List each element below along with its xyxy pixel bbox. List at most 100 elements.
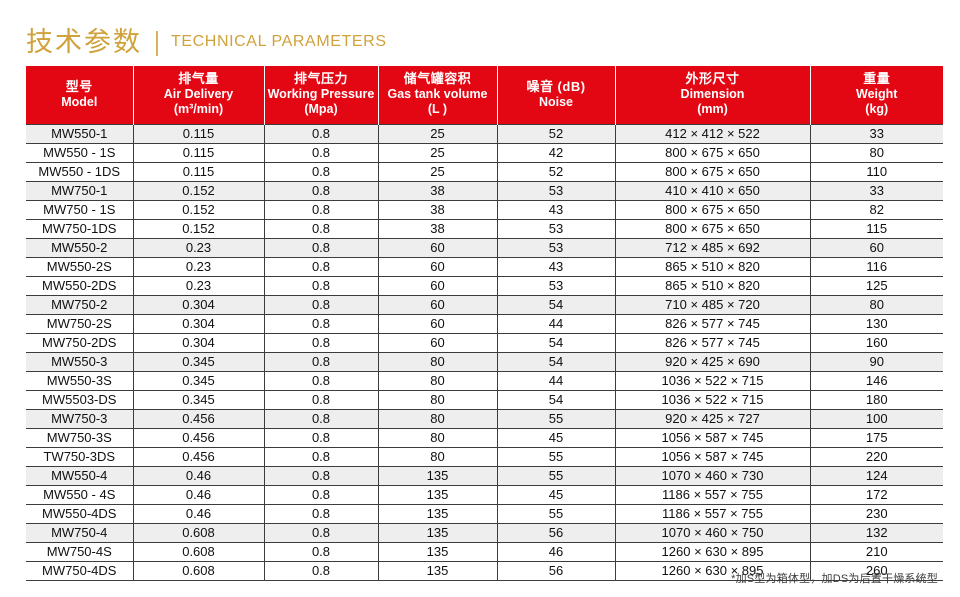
cell-model: MW550-2 [26,237,133,257]
cell-gas-tank-volume: 60 [377,332,497,352]
cell-weight: 82 [809,199,943,219]
cell-weight: 130 [809,313,943,333]
col-header-dimension-unit: (mm) [697,102,728,117]
table-row: TW750-3DS 0.456 0.8 80 55 1056 × 587 × 745 220 [26,446,943,466]
cell-gas-tank-volume: 60 [377,294,497,314]
cell-air-delivery: 0.456 [132,427,264,447]
cell-noise: 52 [496,123,615,143]
cell-weight: 172 [809,484,943,504]
cell-model: MW550 - 1DS [26,161,133,181]
cell-gas-tank-volume: 38 [377,180,497,200]
cell-noise: 45 [496,484,615,504]
cell-working-pressure: 0.8 [263,370,378,390]
cell-model: MW550-2DS [26,275,133,295]
cell-working-pressure: 0.8 [263,275,378,295]
cell-dimension: 865 × 510 × 820 [614,275,810,295]
table-row: MW750-4S 0.608 0.8 135 46 1260 × 630 × 895 210 [26,541,943,561]
cell-weight: 90 [809,351,943,371]
cell-weight: 180 [809,389,943,409]
cell-noise: 54 [496,294,615,314]
table-row: MW750-2S 0.304 0.8 60 44 826 × 577 × 745 130 [26,313,943,333]
cell-noise: 43 [496,256,615,276]
cell-dimension: 1036 × 522 × 715 [614,389,810,409]
cell-weight: 260 [809,560,943,581]
page-title: 技术参数 TECHNICAL PARAMETERS [26,22,387,62]
cell-model: MW750-2 [26,294,133,314]
col-header-air-delivery-unit: (m³/min) [173,102,224,117]
table-row: MW550-2DS 0.23 0.8 60 53 865 × 510 × 820 125 [26,275,943,295]
cell-dimension: 865 × 510 × 820 [614,256,810,276]
table-row: MW550-3 0.345 0.8 80 54 920 × 425 × 690 90 [26,351,943,371]
col-header-model: 型号 Model [26,66,134,124]
cell-model: MW550 - 1S [26,142,133,162]
cell-working-pressure: 0.8 [263,218,378,238]
col-header-working-pressure-unit: (Mpa) [304,102,338,117]
cell-model: MW750 - 1S [26,199,133,219]
cell-weight: 115 [809,218,943,238]
cell-working-pressure: 0.8 [263,427,378,447]
cell-weight: 110 [809,161,943,181]
cell-working-pressure: 0.8 [263,484,378,504]
col-header-weight-unit: (kg) [865,102,889,117]
cell-noise: 55 [496,465,615,485]
cell-dimension: 1260 × 630 × 895 [614,560,810,581]
cell-gas-tank-volume: 135 [377,465,497,485]
table-body: MW550-1 0.115 0.8 25 52 412 × 412 × 522 33 MW55… [26,123,943,581]
cell-air-delivery: 0.456 [132,408,264,428]
cell-dimension: 712 × 485 × 692 [614,237,810,257]
col-header-noise-en: Noise [538,94,574,109]
cell-noise: 52 [496,161,615,181]
cell-model: MW550-2S [26,256,133,276]
cell-weight: 60 [809,237,943,257]
cell-gas-tank-volume: 135 [377,484,497,504]
cell-weight: 33 [809,180,943,200]
cell-noise: 46 [496,541,615,561]
col-header-dimension: 外形尺寸 Dimension (mm) [614,66,811,124]
page-title-en: TECHNICAL PARAMETERS [171,33,387,50]
cell-dimension: 920 × 425 × 727 [614,408,810,428]
cell-noise: 55 [496,503,615,523]
cell-air-delivery: 0.115 [132,142,264,162]
table-footnote: *加S型为箱体型，加DS为后置干燥系统型 [731,573,938,585]
cell-working-pressure: 0.8 [263,313,378,333]
cell-model: MW750-4 [26,522,133,542]
table-row: MW550-3S 0.345 0.8 80 44 1036 × 522 × 715 146 [26,370,943,390]
cell-working-pressure: 0.8 [263,351,378,371]
cell-model: MW750-1DS [26,218,133,238]
cell-gas-tank-volume: 38 [377,199,497,219]
table-row: MW750-4DS 0.608 0.8 135 56 1260 × 630 × 895 26… [26,560,943,581]
col-header-weight: 重量 Weight (kg) [809,66,943,124]
cell-noise: 44 [496,370,615,390]
cell-gas-tank-volume: 25 [377,142,497,162]
cell-model: MW550-3 [26,351,133,371]
cell-air-delivery: 0.345 [132,370,264,390]
col-header-weight-cn: 重量 [863,71,891,87]
cell-air-delivery: 0.456 [132,446,264,466]
cell-model: MW750-3S [26,427,133,447]
cell-air-delivery: 0.304 [132,332,264,352]
cell-working-pressure: 0.8 [263,522,378,542]
cell-gas-tank-volume: 60 [377,256,497,276]
cell-air-delivery: 0.152 [132,199,264,219]
cell-working-pressure: 0.8 [263,541,378,561]
col-header-gas-tank-volume-en: Gas tank volume [387,86,488,101]
table-row: MW750 - 1S 0.152 0.8 38 43 800 × 675 × 650 82 [26,199,943,219]
cell-air-delivery: 0.23 [132,237,264,257]
cell-model: MW550-4DS [26,503,133,523]
table-row: MW750-1DS 0.152 0.8 38 53 800 × 675 × 650 115 [26,218,943,238]
cell-air-delivery: 0.115 [132,161,264,181]
cell-model: MW5503-DS [26,389,133,409]
cell-air-delivery: 0.345 [132,351,264,371]
cell-air-delivery: 0.152 [132,180,264,200]
cell-noise: 56 [496,560,615,581]
col-header-gas-tank-volume-cn: 储气罐容积 [403,71,472,87]
cell-weight: 100 [809,408,943,428]
col-header-model-cn: 型号 [65,78,93,94]
cell-working-pressure: 0.8 [263,294,378,314]
cell-noise: 53 [496,180,615,200]
cell-weight: 125 [809,275,943,295]
cell-gas-tank-volume: 135 [377,522,497,542]
cell-air-delivery: 0.608 [132,522,264,542]
cell-model: MW550-4 [26,465,133,485]
cell-model: MW750-3 [26,408,133,428]
